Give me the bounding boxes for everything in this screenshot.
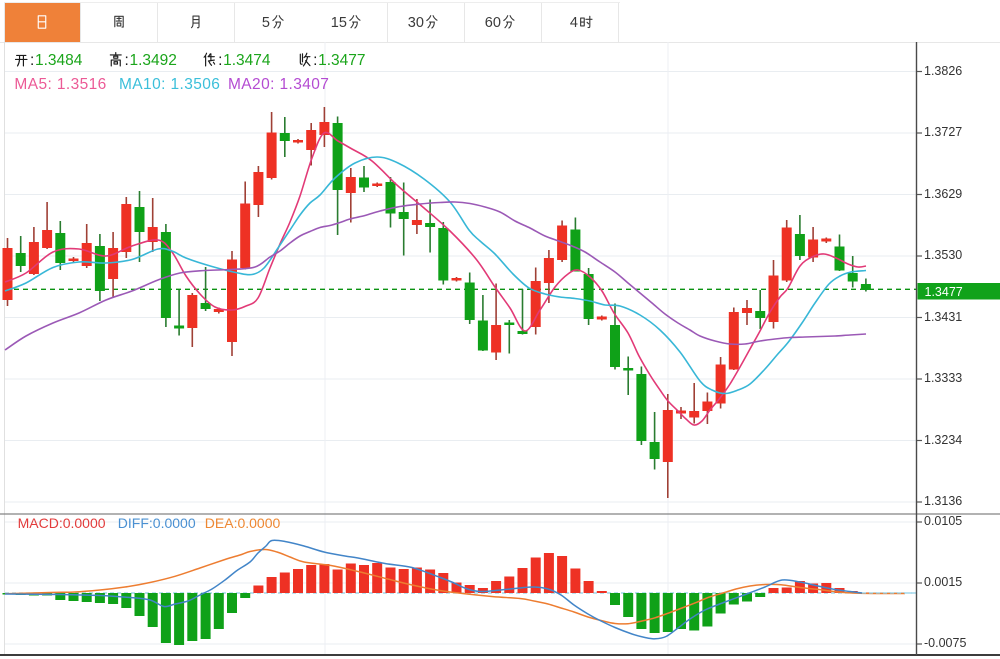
svg-text:1.3484: 1.3484 xyxy=(35,52,83,69)
svg-text:5: 5 xyxy=(262,15,270,31)
svg-text:1.3474: 1.3474 xyxy=(223,52,271,69)
svg-text:30: 30 xyxy=(408,15,424,31)
svg-text:4: 4 xyxy=(570,15,578,31)
svg-text:1.3477: 1.3477 xyxy=(318,52,365,69)
svg-text::: : xyxy=(125,52,129,69)
svg-text::: : xyxy=(313,52,317,69)
svg-text::: : xyxy=(218,52,222,69)
svg-text:1.3492: 1.3492 xyxy=(130,52,177,69)
svg-text:60: 60 xyxy=(485,15,501,31)
svg-text:15: 15 xyxy=(331,15,347,31)
svg-text::: : xyxy=(30,52,34,69)
